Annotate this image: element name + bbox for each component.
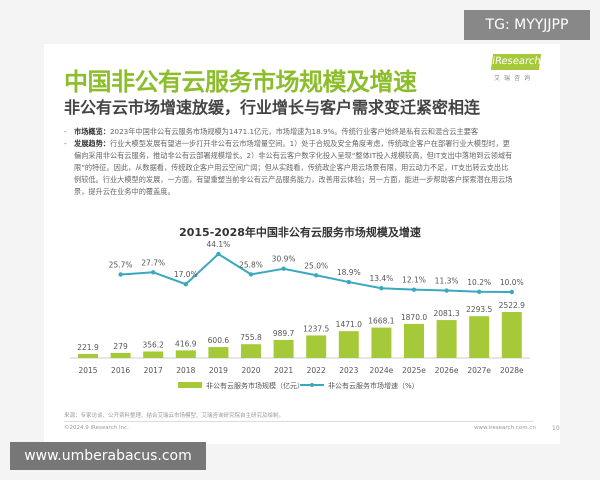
growth-label: 25.0% (304, 261, 328, 270)
slide-body (44, 44, 560, 444)
bar-label: 356.2 (142, 341, 164, 350)
growth-point (346, 279, 351, 285)
growth-point (183, 281, 188, 287)
logo-subtitle: 艾瑞咨询 (494, 75, 535, 82)
bar (501, 312, 522, 358)
legend-line-label: 非公有云服务市场增速（%） (328, 381, 419, 390)
bullet-item: 发展趋势：行业大模型发展有望进一步打开非公有云市场增量空间。1）处于合规及安全角… (64, 138, 514, 198)
growth-label: 11.3% (435, 277, 459, 286)
page-number: 10 (552, 425, 560, 432)
bar (371, 327, 392, 358)
growth-label: 13.4% (369, 274, 393, 283)
slide-subtitle: 非公有云市场增速放缓，行业增长与客户需求变迁紧密相连 (64, 98, 481, 117)
x-tick-label: 2017 (144, 366, 163, 375)
source-note: 来源：专家访谈、公开资料整理、结合艾瑞云市场模型、艾瑞咨询研究院自主研究及绘制。 (64, 413, 285, 419)
growth-label: 30.9% (272, 255, 296, 264)
x-tick-label: 2025e (402, 366, 426, 375)
x-tick-label: 2020 (241, 366, 260, 375)
bar-label: 1471.0 (336, 320, 362, 329)
watermark-bottom: www.umberabacus.com (10, 442, 206, 470)
bar (241, 344, 261, 358)
bar-label: 600.6 (208, 336, 230, 345)
slide-title: 中国非公有云服务市场规模及增速 (64, 68, 417, 96)
legend-bar-swatch (178, 382, 202, 388)
bar-label: 1870.0 (401, 313, 427, 322)
watermark-top: TG: MYYJJPP (464, 10, 590, 40)
bar-label: 2293.5 (466, 305, 492, 314)
x-tick-label: 2022 (307, 366, 326, 375)
bar-label: 755.8 (240, 333, 262, 342)
bullet-text: 行业大模型发展有望进一步打开非公有云市场增量空间。1）处于合规及安全角度考虑，传… (74, 139, 513, 196)
growth-label: 10.0% (500, 278, 524, 287)
bar-label: 221.9 (77, 343, 99, 352)
bar (273, 339, 294, 358)
growth-point (118, 272, 123, 277)
x-tick-label: 2021 (274, 366, 293, 375)
growth-label: 18.9% (337, 268, 361, 277)
bar-label: 2081.3 (433, 309, 459, 318)
bar (338, 331, 359, 358)
growth-point (248, 272, 254, 277)
bullet-item: 市场概览：2023年中国非公有云服务市场规模为1471.1亿元，市场增速为18.… (64, 126, 514, 138)
copyright: ©2024.9 iResearch Inc. (64, 425, 129, 431)
growth-point (477, 289, 482, 294)
bar (143, 351, 164, 358)
legend-line-marker (310, 383, 314, 387)
bar-label: 989.7 (273, 329, 295, 338)
x-tick-label: 2024e (370, 366, 394, 375)
growth-point (411, 287, 417, 292)
growth-point (314, 273, 319, 278)
x-tick-label: 2016 (111, 366, 130, 375)
growth-point (281, 266, 286, 271)
growth-point (444, 288, 449, 293)
bullet-label: 发展趋势： (74, 139, 110, 148)
divider (64, 421, 534, 422)
bar (78, 353, 98, 358)
bullet-label: 市场概览： (74, 127, 110, 136)
growth-point (509, 289, 514, 295)
growth-point (151, 270, 156, 275)
x-tick-label: 2023 (339, 366, 358, 375)
bar (306, 335, 327, 358)
bar-label: 2522.9 (499, 301, 525, 310)
bar-label: 279 (113, 342, 128, 351)
growth-point (216, 251, 221, 257)
growth-label: 44.1% (206, 240, 230, 249)
growth-label: 25.8% (239, 260, 263, 269)
bullet-list: 市场概览：2023年中国非公有云服务市场规模为1471.1亿元，市场增速为18.… (64, 126, 514, 198)
x-tick-label: 2027e (467, 366, 491, 375)
x-tick-label: 2018 (176, 366, 195, 375)
bar (436, 320, 457, 358)
growth-label: 27.7% (141, 258, 165, 267)
bullet-text: 2023年中国非公有云服务市场规模为1471.1亿元，市场增速为18.9%。传统… (109, 127, 479, 136)
bar (208, 347, 229, 358)
growth-label: 17.0% (174, 270, 198, 279)
site-url: www.iresearch.com.cn (474, 425, 536, 431)
x-tick-label: 2015 (78, 366, 97, 375)
growth-label: 25.7% (109, 261, 133, 270)
bar-label: 1237.5 (303, 324, 329, 333)
bar-label: 416.9 (175, 339, 197, 348)
growth-point (379, 286, 384, 291)
bar (404, 323, 424, 358)
x-tick-label: 2019 (209, 366, 228, 375)
chart-title: 2015-2028年中国非公有云服务市场规模及增速 (179, 225, 421, 239)
growth-label: 12.1% (402, 276, 426, 285)
bar (110, 352, 131, 358)
legend-bar-label: 非公有云服务市场规模（亿元） (206, 381, 304, 390)
x-tick-label: 2026e (435, 366, 459, 375)
bar (469, 316, 490, 358)
x-tick-label: 2028e (500, 366, 524, 375)
bar-label: 1668.1 (368, 317, 394, 326)
growth-label: 10.2% (467, 278, 491, 287)
bar (175, 350, 196, 358)
